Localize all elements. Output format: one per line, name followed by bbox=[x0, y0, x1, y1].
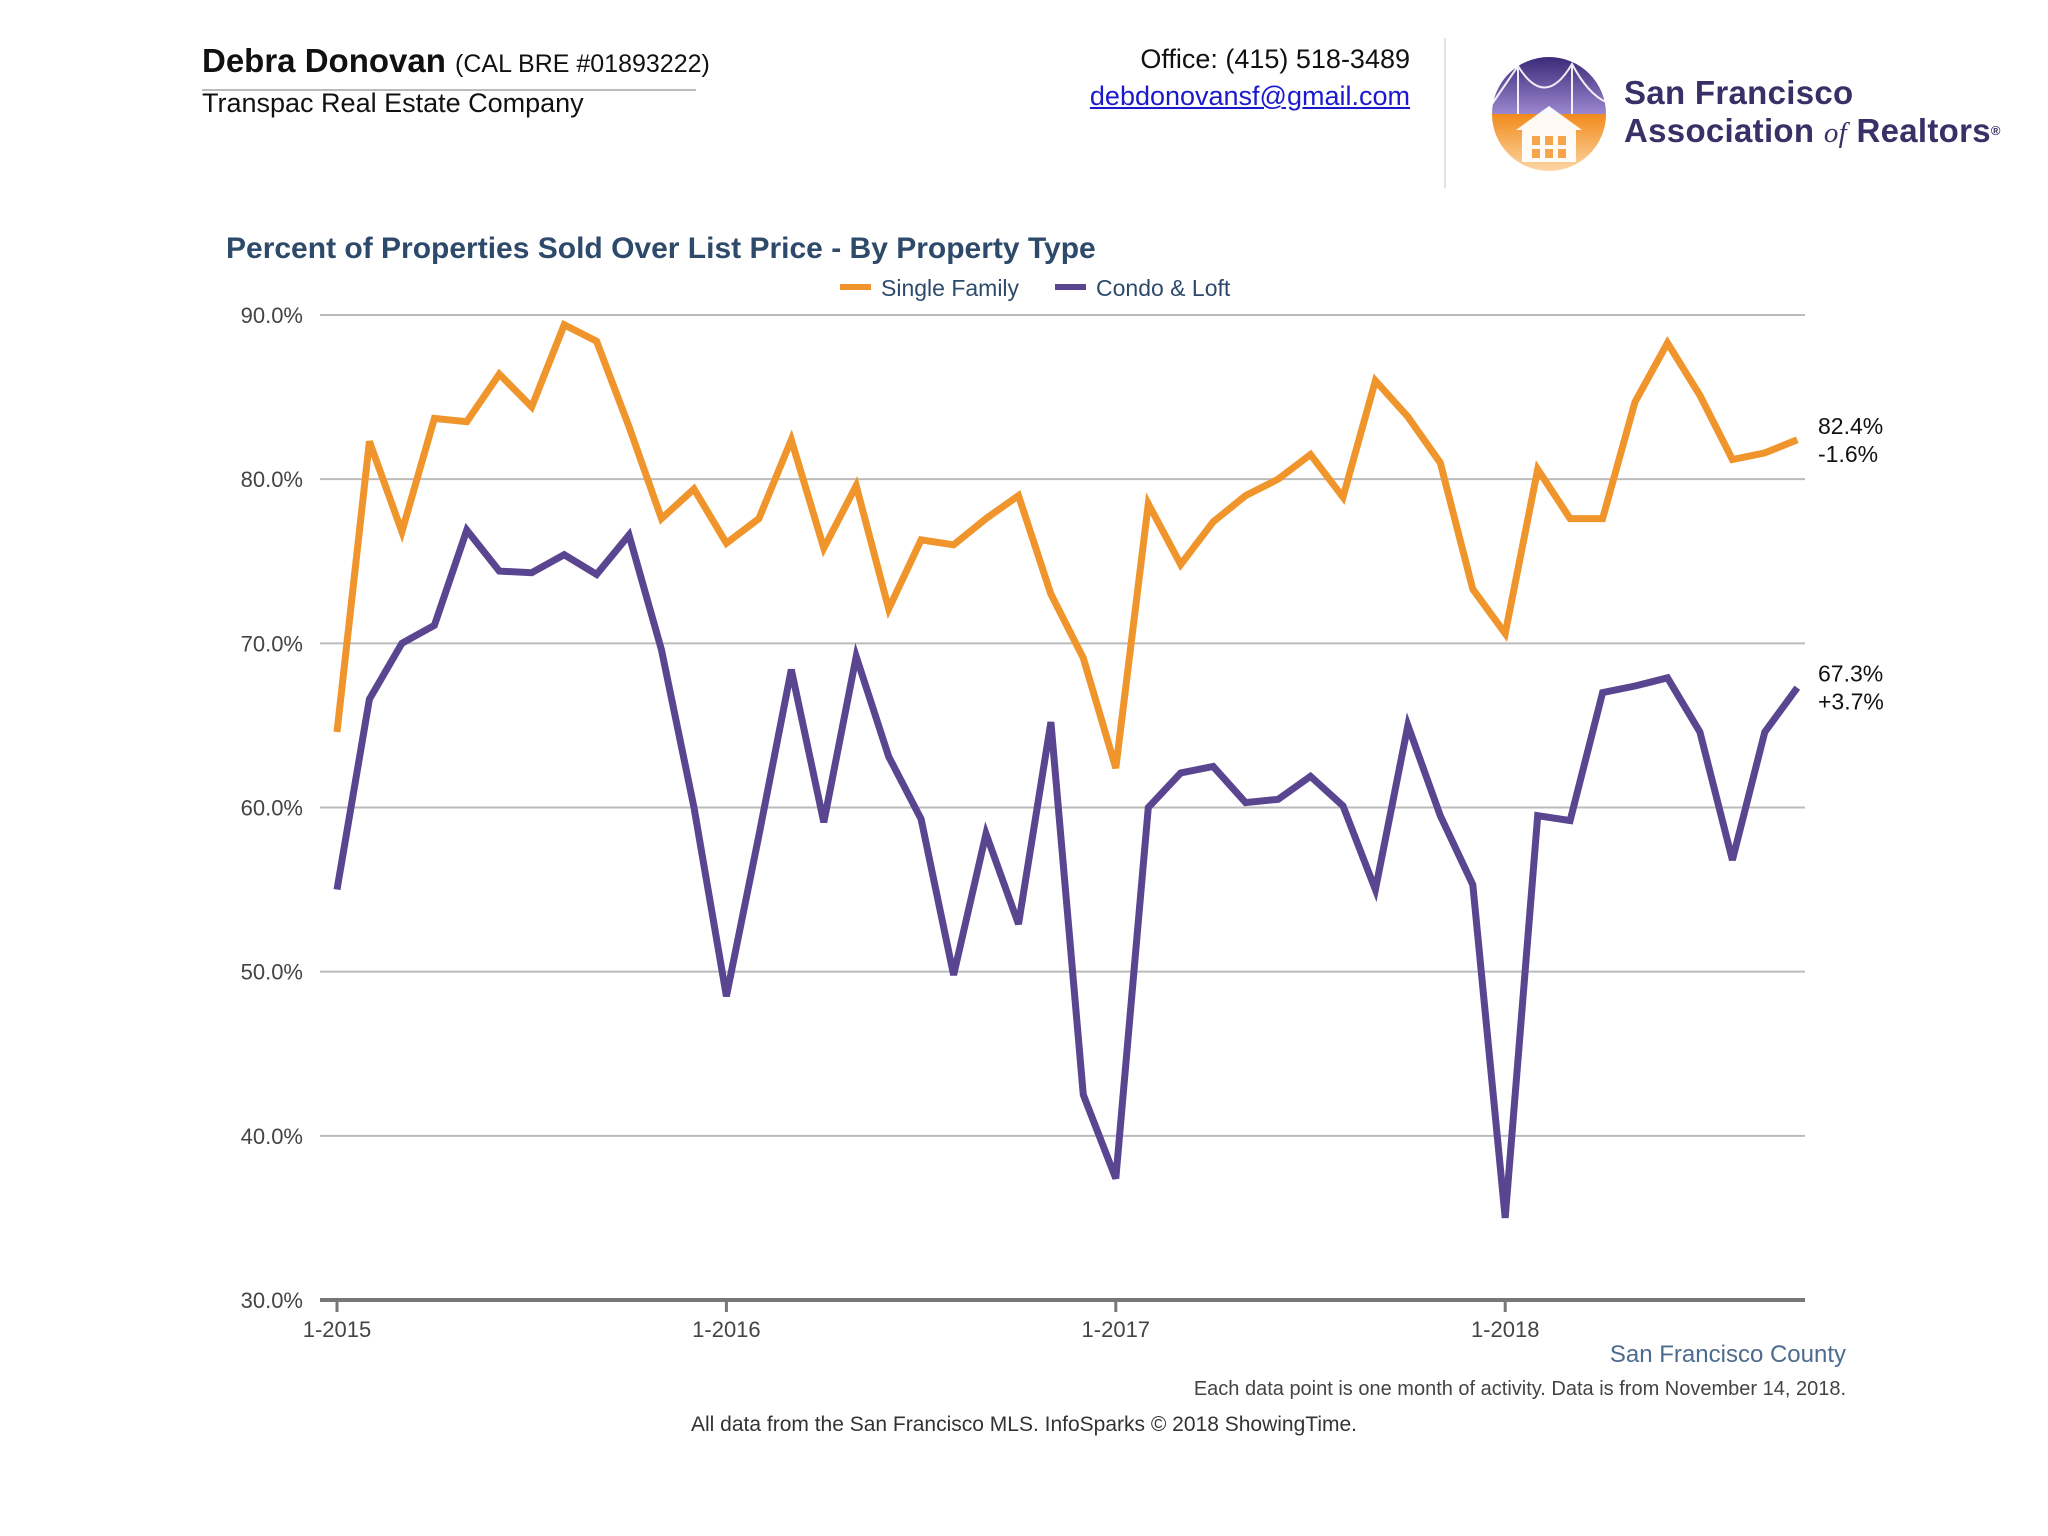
email-link[interactable]: debdonovansf@gmail.com bbox=[1089, 81, 1410, 111]
series-line-single-family bbox=[333, 319, 1799, 770]
chart-gridlines bbox=[320, 314, 1805, 1137]
y-tick-label: 80.0% bbox=[241, 467, 303, 492]
agent-license: (CAL BRE #01893222) bbox=[455, 50, 710, 78]
y-tick-label: 40.0% bbox=[241, 1124, 303, 1149]
y-axis: 30.0% 40.0% 50.0% 60.0% 70.0% 80.0% 90.0% bbox=[241, 303, 303, 1313]
logo-emblem-icon bbox=[1491, 57, 1607, 171]
series-line-condo-loft bbox=[333, 522, 1801, 1219]
source-footer: All data from the San Francisco MLS. Inf… bbox=[690, 1413, 1357, 1436]
end-value-label: 82.4% bbox=[1818, 413, 1883, 439]
x-tick-label: 1-2016 bbox=[692, 1317, 761, 1342]
page-header: Debra Donovan (CAL BRE #01893222) Transp… bbox=[0, 0, 2048, 200]
x-tick-label: 1-2018 bbox=[1471, 1317, 1540, 1342]
agent-name-line: Debra Donovan (CAL BRE #01893222) bbox=[202, 40, 710, 91]
header-divider bbox=[1444, 38, 1446, 188]
chart-legend: Single Family Condo & Loft bbox=[840, 275, 1231, 301]
y-tick-label: 60.0% bbox=[241, 796, 303, 821]
region-label: San Francisco County bbox=[1610, 1341, 1846, 1368]
end-change-label: +3.7% bbox=[1818, 689, 1884, 715]
office-phone: Office: (415) 518-3489 bbox=[1140, 44, 1410, 74]
logo-line1: San Francisco bbox=[1624, 74, 1854, 111]
end-value-label: 67.3% bbox=[1818, 661, 1883, 687]
logo-wordmark: San Francisco Association of Realtors® bbox=[1624, 74, 2001, 152]
legend-label-single-family: Single Family bbox=[881, 275, 1020, 301]
sf-realtors-logo: San Francisco Association of Realtors® bbox=[1484, 50, 2004, 180]
logo-line2: Association of Realtors® bbox=[1624, 112, 2001, 149]
agent-company: Transpac Real Estate Company bbox=[202, 88, 584, 118]
chart-note: Each data point is one month of activity… bbox=[1194, 1378, 1846, 1400]
chart-series bbox=[333, 319, 1801, 1219]
y-tick-label: 50.0% bbox=[241, 960, 303, 985]
end-change-label: -1.6% bbox=[1818, 441, 1878, 467]
contact-block: Office: (415) 518-3489 debdonovansf@gmai… bbox=[1090, 42, 1410, 113]
x-axis: 1-2015 1-2016 1-2017 1-2018 bbox=[303, 1298, 1805, 1342]
y-tick-label: 70.0% bbox=[241, 631, 303, 656]
agent-name: Debra Donovan bbox=[202, 42, 446, 79]
end-labels: 82.4%-1.6% 67.3%+3.7% bbox=[1818, 413, 1884, 715]
y-tick-label: 90.0% bbox=[241, 303, 303, 328]
chart-title: Percent of Properties Sold Over List Pri… bbox=[226, 232, 1096, 265]
x-tick-label: 1-2017 bbox=[1082, 1317, 1151, 1342]
legend-label-condo-loft: Condo & Loft bbox=[1096, 275, 1231, 301]
x-tick-label: 1-2015 bbox=[303, 1317, 372, 1342]
y-tick-label: 30.0% bbox=[241, 1288, 303, 1313]
